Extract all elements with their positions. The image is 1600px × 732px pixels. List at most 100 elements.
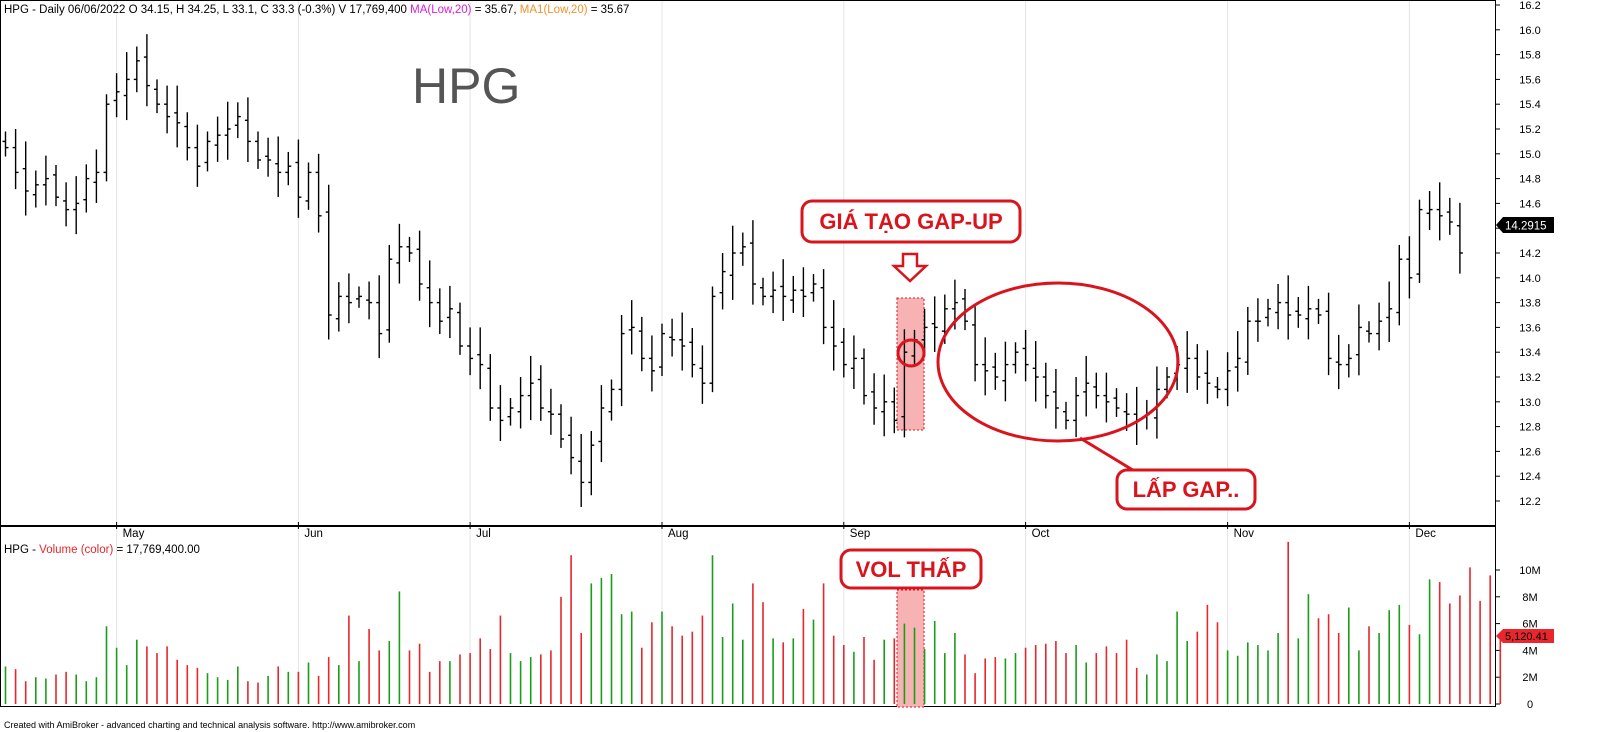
- gap-fill-callout: LẤP GAP..: [1115, 468, 1257, 511]
- price-header: HPG - Daily 06/06/2022 O 34.15, H 34.25,…: [4, 4, 629, 16]
- volume-tick-label: 8M: [1522, 592, 1537, 604]
- ohlc-bar: [83, 164, 90, 213]
- ohlc-bar: [143, 34, 150, 107]
- price-tick-label: 15.0: [1519, 149, 1540, 161]
- month-label: Jun: [304, 528, 323, 540]
- ohlc-bar: [234, 102, 241, 139]
- ohlc-bar: [780, 259, 787, 321]
- ohlc-bar: [1456, 202, 1463, 274]
- price-tick-label: 14.8: [1519, 174, 1540, 186]
- ohlc-bar: [1204, 350, 1211, 404]
- ohlc-bar: [285, 151, 292, 186]
- ohlc-bar: [1214, 377, 1221, 399]
- ohlc-bar: [467, 327, 474, 376]
- ohlc-bar: [790, 275, 797, 313]
- ohlc-bar: [366, 281, 373, 320]
- ohlc-bar: [709, 286, 716, 393]
- ohlc-bar: [1123, 393, 1130, 431]
- price-tick-label: 16.0: [1519, 25, 1540, 37]
- ohlc-bar: [1355, 304, 1362, 376]
- price-tick-label: 13.8: [1519, 298, 1540, 310]
- ohlc-bar: [123, 52, 130, 121]
- ohlc-bar: [638, 316, 645, 372]
- ohlc-bar: [861, 348, 867, 405]
- gap-circle: [896, 338, 926, 368]
- ohlc-bar: [962, 288, 968, 331]
- ohlc-bar: [729, 225, 736, 300]
- ohlc-bar: [588, 430, 595, 496]
- price-axis: 16.216.015.815.615.415.215.014.814.614.4…: [1496, 0, 1541, 508]
- ohlc-bar: [1285, 275, 1292, 340]
- ohlc-bar: [42, 155, 49, 206]
- price-tick-label: 13.2: [1519, 372, 1540, 384]
- ohlc-bar: [1153, 366, 1160, 439]
- volume-panel: [0, 526, 1496, 707]
- ohlc-bar: [1335, 334, 1342, 390]
- ohlc-bar: [568, 416, 575, 475]
- ohlc-bar: [73, 176, 80, 235]
- month-label: Nov: [1234, 528, 1255, 540]
- price-tick-label: 12.6: [1519, 446, 1540, 458]
- ohlc-bar: [436, 288, 443, 335]
- ohlc-bar: [426, 260, 433, 328]
- ohlc-bar: [305, 162, 312, 210]
- ohlc-bar: [275, 136, 282, 197]
- volume-tick-label: 0: [1527, 699, 1533, 711]
- ohlc-bar: [1396, 244, 1403, 326]
- ohlc-bar: [760, 277, 766, 306]
- ohlc-bar: [315, 153, 322, 233]
- price-tick-label: 15.6: [1519, 74, 1540, 86]
- last-volume-tag: 5,120.41: [1496, 629, 1554, 643]
- low-volume-callout: VOL THẤP: [839, 548, 983, 590]
- price-tick-label: 12.4: [1519, 471, 1540, 483]
- ohlc-bar: [891, 387, 898, 434]
- ohlc-bar: [164, 85, 171, 134]
- ohlc-bar: [204, 131, 211, 172]
- ohlc-bar: [1184, 331, 1191, 393]
- ohlc-bar: [547, 388, 554, 435]
- ohlc-bar: [1295, 297, 1302, 328]
- ohlc-bar: [820, 269, 827, 345]
- month-label: Dec: [1415, 528, 1436, 540]
- volume-header-ticker: HPG: [4, 544, 29, 556]
- ohlc-bar: [487, 354, 494, 421]
- ohlc-bar: [689, 328, 696, 378]
- ohlc-bar: [679, 312, 686, 371]
- gap-fill-callout-text: LẤP GAP..: [1133, 477, 1240, 502]
- ma1-label: MA1(Low,20): [520, 4, 588, 16]
- last-volume-label: 5,120.41: [1505, 631, 1548, 643]
- ohlc-bar: [396, 223, 403, 284]
- ohlc-bar: [669, 318, 676, 357]
- ohlc-bar: [497, 385, 504, 442]
- last-price-tag: 14.2915: [1496, 217, 1554, 233]
- ohlc-bar: [63, 182, 70, 227]
- ohlc-bar: [103, 94, 110, 182]
- ohlc-bar: [537, 365, 544, 421]
- volume-header-sep: -: [29, 544, 39, 556]
- ohlc-bar: [1325, 292, 1332, 376]
- ohlc-bar: [1265, 298, 1271, 327]
- price-tick-label: 13.4: [1519, 347, 1540, 359]
- ohlc-bar: [53, 164, 59, 207]
- ohlc-bar: [719, 253, 726, 310]
- volume-tick-label: 4M: [1522, 645, 1537, 657]
- low-volume-highlight: [896, 589, 925, 708]
- price-bars: [2, 34, 1463, 507]
- ohlc-bar: [1254, 298, 1261, 342]
- ohlc-bar: [598, 385, 605, 463]
- price-panel: [0, 0, 1496, 526]
- ohlc-bar: [830, 300, 837, 371]
- ohlc-bar: [214, 116, 221, 162]
- ma-label: MA(Low,20): [410, 4, 472, 16]
- ohlc-bar: [376, 275, 383, 359]
- gap-fill-ellipse: [936, 281, 1180, 443]
- price-tick-label: 14.2: [1519, 248, 1540, 260]
- ohlc-bar: [739, 232, 746, 266]
- ohlc-bar: [1022, 329, 1029, 382]
- ohlc-bar: [406, 236, 413, 262]
- ohlc-bar: [174, 85, 181, 148]
- ohlc-bar: [1012, 342, 1019, 374]
- ohlc-bar: [1275, 284, 1282, 330]
- ma1-value: = 35.67: [588, 4, 630, 16]
- price-tick-label: 14.0: [1519, 273, 1540, 285]
